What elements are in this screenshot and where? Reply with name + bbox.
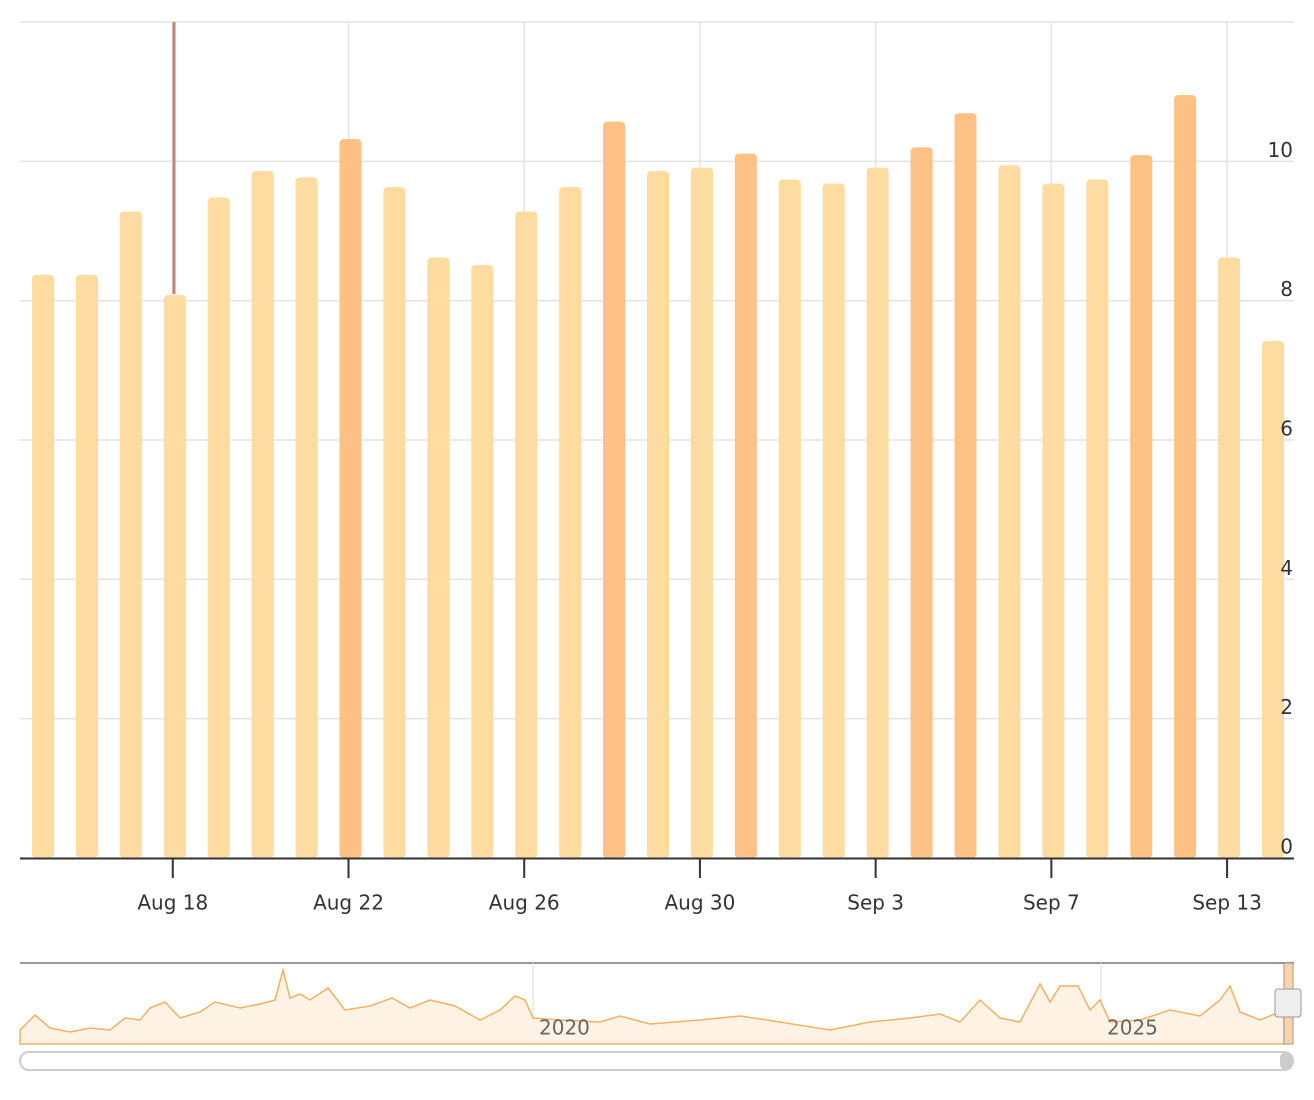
bar	[383, 187, 406, 859]
bar	[1174, 95, 1197, 858]
bar	[559, 187, 582, 859]
navigator[interactable]: 2020 2025	[19, 962, 1302, 1071]
y-tick-label: 4	[1280, 556, 1293, 580]
bar	[75, 274, 98, 858]
bar	[339, 139, 362, 859]
bar	[778, 179, 801, 859]
bar	[1218, 257, 1241, 858]
x-tick-label: Aug 26	[489, 891, 560, 915]
bar	[295, 177, 318, 858]
y-tick-label: 2	[1280, 695, 1293, 719]
y-tick-label: 6	[1280, 417, 1293, 441]
bar	[32, 274, 54, 858]
bar	[690, 167, 713, 858]
y-tick-label: 10	[1268, 138, 1293, 162]
navigator-label: 2020	[539, 1016, 590, 1040]
bar	[119, 211, 142, 858]
x-tick-label: Sep 3	[847, 891, 904, 915]
bar	[251, 171, 274, 858]
bar	[1262, 341, 1284, 858]
bar	[734, 153, 757, 859]
bar	[1042, 183, 1065, 859]
bar	[207, 197, 230, 858]
x-tick-label: Aug 22	[313, 891, 384, 915]
x-tick-label: Aug 30	[664, 891, 735, 915]
y-tick-label: 0	[1280, 835, 1293, 859]
scrollbar-thumb[interactable]	[1280, 1052, 1293, 1070]
x-tick-label: Sep 7	[1023, 891, 1080, 915]
bar	[603, 121, 626, 858]
bar	[1130, 155, 1153, 858]
bar	[163, 295, 186, 858]
bar	[647, 171, 669, 858]
navigator-series	[19, 967, 1285, 1045]
bar	[954, 113, 977, 859]
bar	[866, 167, 889, 858]
bar	[910, 147, 933, 858]
bar	[515, 211, 538, 858]
bar	[822, 183, 845, 859]
y-tick-label: 8	[1280, 277, 1293, 301]
bar	[1086, 179, 1109, 859]
scrollbar-track[interactable]	[19, 1051, 1294, 1071]
bar	[998, 165, 1021, 859]
navigator-handle[interactable]	[1274, 988, 1302, 1018]
bars	[32, 95, 1284, 859]
bar	[427, 257, 450, 858]
x-tick-label: Sep 13	[1192, 891, 1262, 915]
x-tick-label: Aug 18	[137, 891, 208, 915]
navigator-label: 2025	[1107, 1016, 1158, 1040]
bar	[471, 265, 494, 858]
